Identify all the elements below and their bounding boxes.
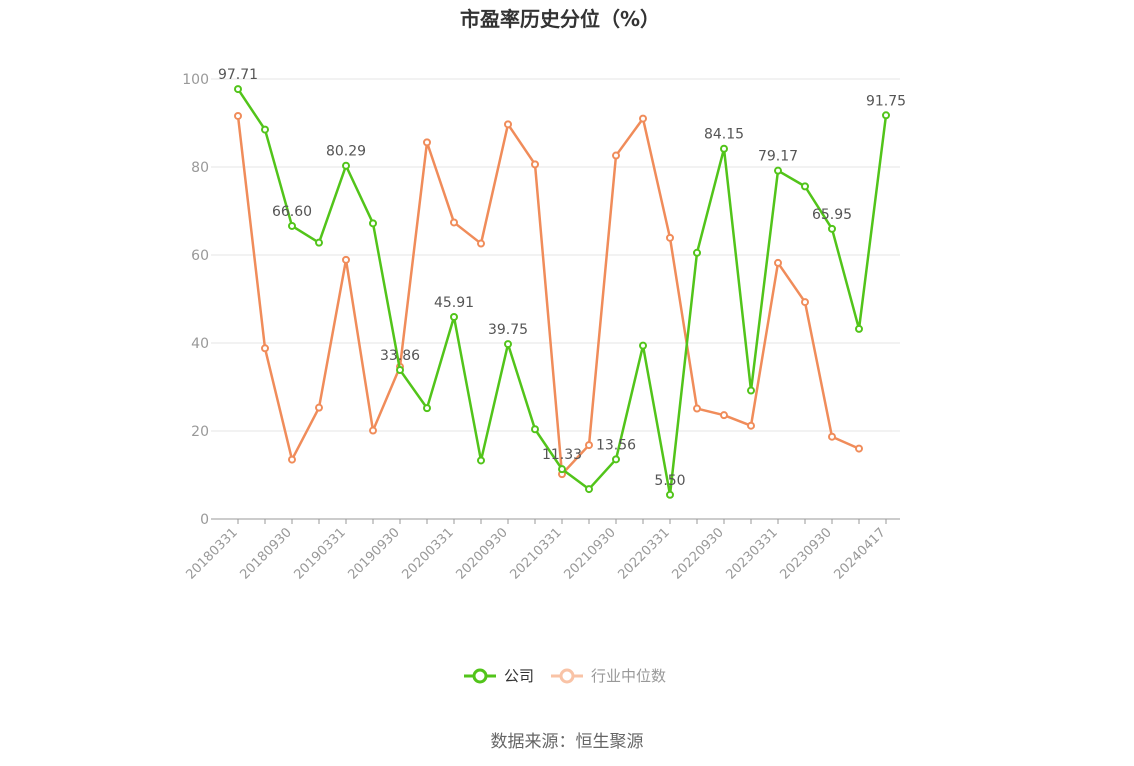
y-tick-label: 100 — [182, 72, 209, 88]
y-tick-label: 0 — [200, 512, 209, 528]
data-point[interactable] — [234, 111, 242, 120]
data-point[interactable] — [882, 111, 890, 120]
series-company — [234, 85, 890, 499]
data-label: 11.33 — [542, 447, 582, 463]
data-point[interactable] — [342, 161, 350, 170]
data-point[interactable] — [450, 218, 458, 227]
data-point[interactable] — [747, 421, 755, 430]
data-point[interactable] — [261, 125, 269, 134]
data-label: 65.95 — [812, 207, 852, 223]
data-point[interactable] — [423, 404, 431, 413]
data-point[interactable] — [639, 341, 647, 350]
y-tick-label: 60 — [191, 248, 209, 264]
data-point[interactable] — [855, 324, 863, 333]
data-point[interactable] — [639, 114, 647, 123]
x-tick-label: 20230331 — [723, 525, 780, 582]
data-label: 33.86 — [380, 348, 420, 364]
data-point[interactable] — [288, 221, 296, 230]
legend-label-company: 公司 — [504, 667, 534, 685]
grid-lines — [211, 78, 900, 432]
data-point[interactable] — [747, 386, 755, 395]
data-label: 97.71 — [218, 67, 258, 83]
data-point[interactable] — [801, 298, 809, 307]
data-labels: 97.71 66.60 80.29 33.86 45.91 39.75 11.33 13.56… — [218, 67, 906, 489]
data-point[interactable] — [504, 340, 512, 349]
data-point[interactable] — [342, 255, 350, 264]
data-point[interactable] — [612, 151, 620, 160]
x-tick-label: 20190930 — [345, 525, 402, 582]
data-label: 13.56 — [596, 437, 636, 453]
data-point[interactable] — [369, 219, 377, 228]
y-tick-label: 40 — [191, 336, 209, 352]
data-source: 数据来源：恒生聚源 — [491, 732, 644, 752]
data-label: 80.29 — [326, 144, 366, 160]
data-point[interactable] — [234, 85, 242, 94]
data-label: 79.17 — [758, 149, 798, 165]
data-point[interactable] — [720, 144, 728, 153]
data-point[interactable] — [774, 166, 782, 175]
x-tick-label: 20200930 — [453, 525, 510, 582]
y-tick-label: 80 — [191, 160, 209, 176]
series-layer — [234, 85, 890, 499]
y-tick-label: 20 — [191, 424, 209, 440]
x-tick-label: 20190331 — [291, 525, 348, 582]
data-point[interactable] — [423, 138, 431, 147]
y-axis-ticks: 0 20 40 60 80 100 — [182, 72, 209, 528]
x-tick-label: 20180930 — [237, 525, 294, 582]
data-point[interactable] — [720, 411, 728, 420]
data-point[interactable] — [612, 455, 620, 464]
x-tick-label: 20210930 — [561, 525, 618, 582]
data-point[interactable] — [369, 426, 377, 435]
x-axis-ticks: 2018033120180930201903312019093020200331… — [183, 519, 889, 583]
data-point[interactable] — [288, 455, 296, 464]
data-label: 5.50 — [654, 473, 685, 489]
legend[interactable]: 公司 行业中位数 — [464, 667, 666, 685]
chart-title: 市盈率历史分位（%） — [460, 7, 660, 31]
data-point[interactable] — [693, 404, 701, 413]
data-point[interactable] — [531, 425, 539, 434]
data-label: 45.91 — [434, 295, 474, 311]
data-point[interactable] — [450, 312, 458, 321]
legend-item-industry-median[interactable]: 行业中位数 — [551, 667, 666, 685]
data-point[interactable] — [774, 258, 782, 267]
data-point[interactable] — [828, 432, 836, 441]
data-point[interactable] — [855, 444, 863, 453]
x-tick-label: 20180331 — [183, 525, 240, 582]
data-point[interactable] — [504, 120, 512, 129]
legend-item-company[interactable]: 公司 — [464, 667, 534, 685]
data-point[interactable] — [315, 403, 323, 412]
data-point[interactable] — [315, 238, 323, 247]
data-point[interactable] — [585, 485, 593, 494]
legend-marker-industry-median — [559, 668, 575, 684]
data-point[interactable] — [666, 233, 674, 242]
data-point[interactable] — [585, 441, 593, 450]
data-point[interactable] — [477, 456, 485, 465]
x-tick-label: 20240417 — [831, 525, 888, 582]
series-industry-median — [234, 111, 863, 479]
data-label: 91.75 — [866, 93, 906, 109]
data-point[interactable] — [693, 248, 701, 257]
data-point[interactable] — [666, 490, 674, 499]
data-point[interactable] — [828, 224, 836, 233]
data-point[interactable] — [261, 344, 269, 353]
data-label: 39.75 — [488, 322, 528, 338]
legend-label-industry-median: 行业中位数 — [591, 667, 666, 685]
x-tick-label: 20210331 — [507, 525, 564, 582]
x-tick-label: 20220331 — [615, 525, 672, 582]
x-tick-label: 20230930 — [777, 525, 834, 582]
series-line — [236, 115, 860, 476]
x-tick-label: 20200331 — [399, 525, 456, 582]
legend-marker-company — [472, 668, 488, 684]
data-label: 66.60 — [272, 204, 312, 220]
data-point[interactable] — [801, 182, 809, 191]
data-point[interactable] — [558, 465, 566, 474]
data-point[interactable] — [531, 160, 539, 169]
data-label: 84.15 — [704, 127, 744, 143]
data-point[interactable] — [477, 239, 485, 248]
x-tick-label: 20220930 — [669, 525, 726, 582]
data-point[interactable] — [396, 366, 404, 375]
